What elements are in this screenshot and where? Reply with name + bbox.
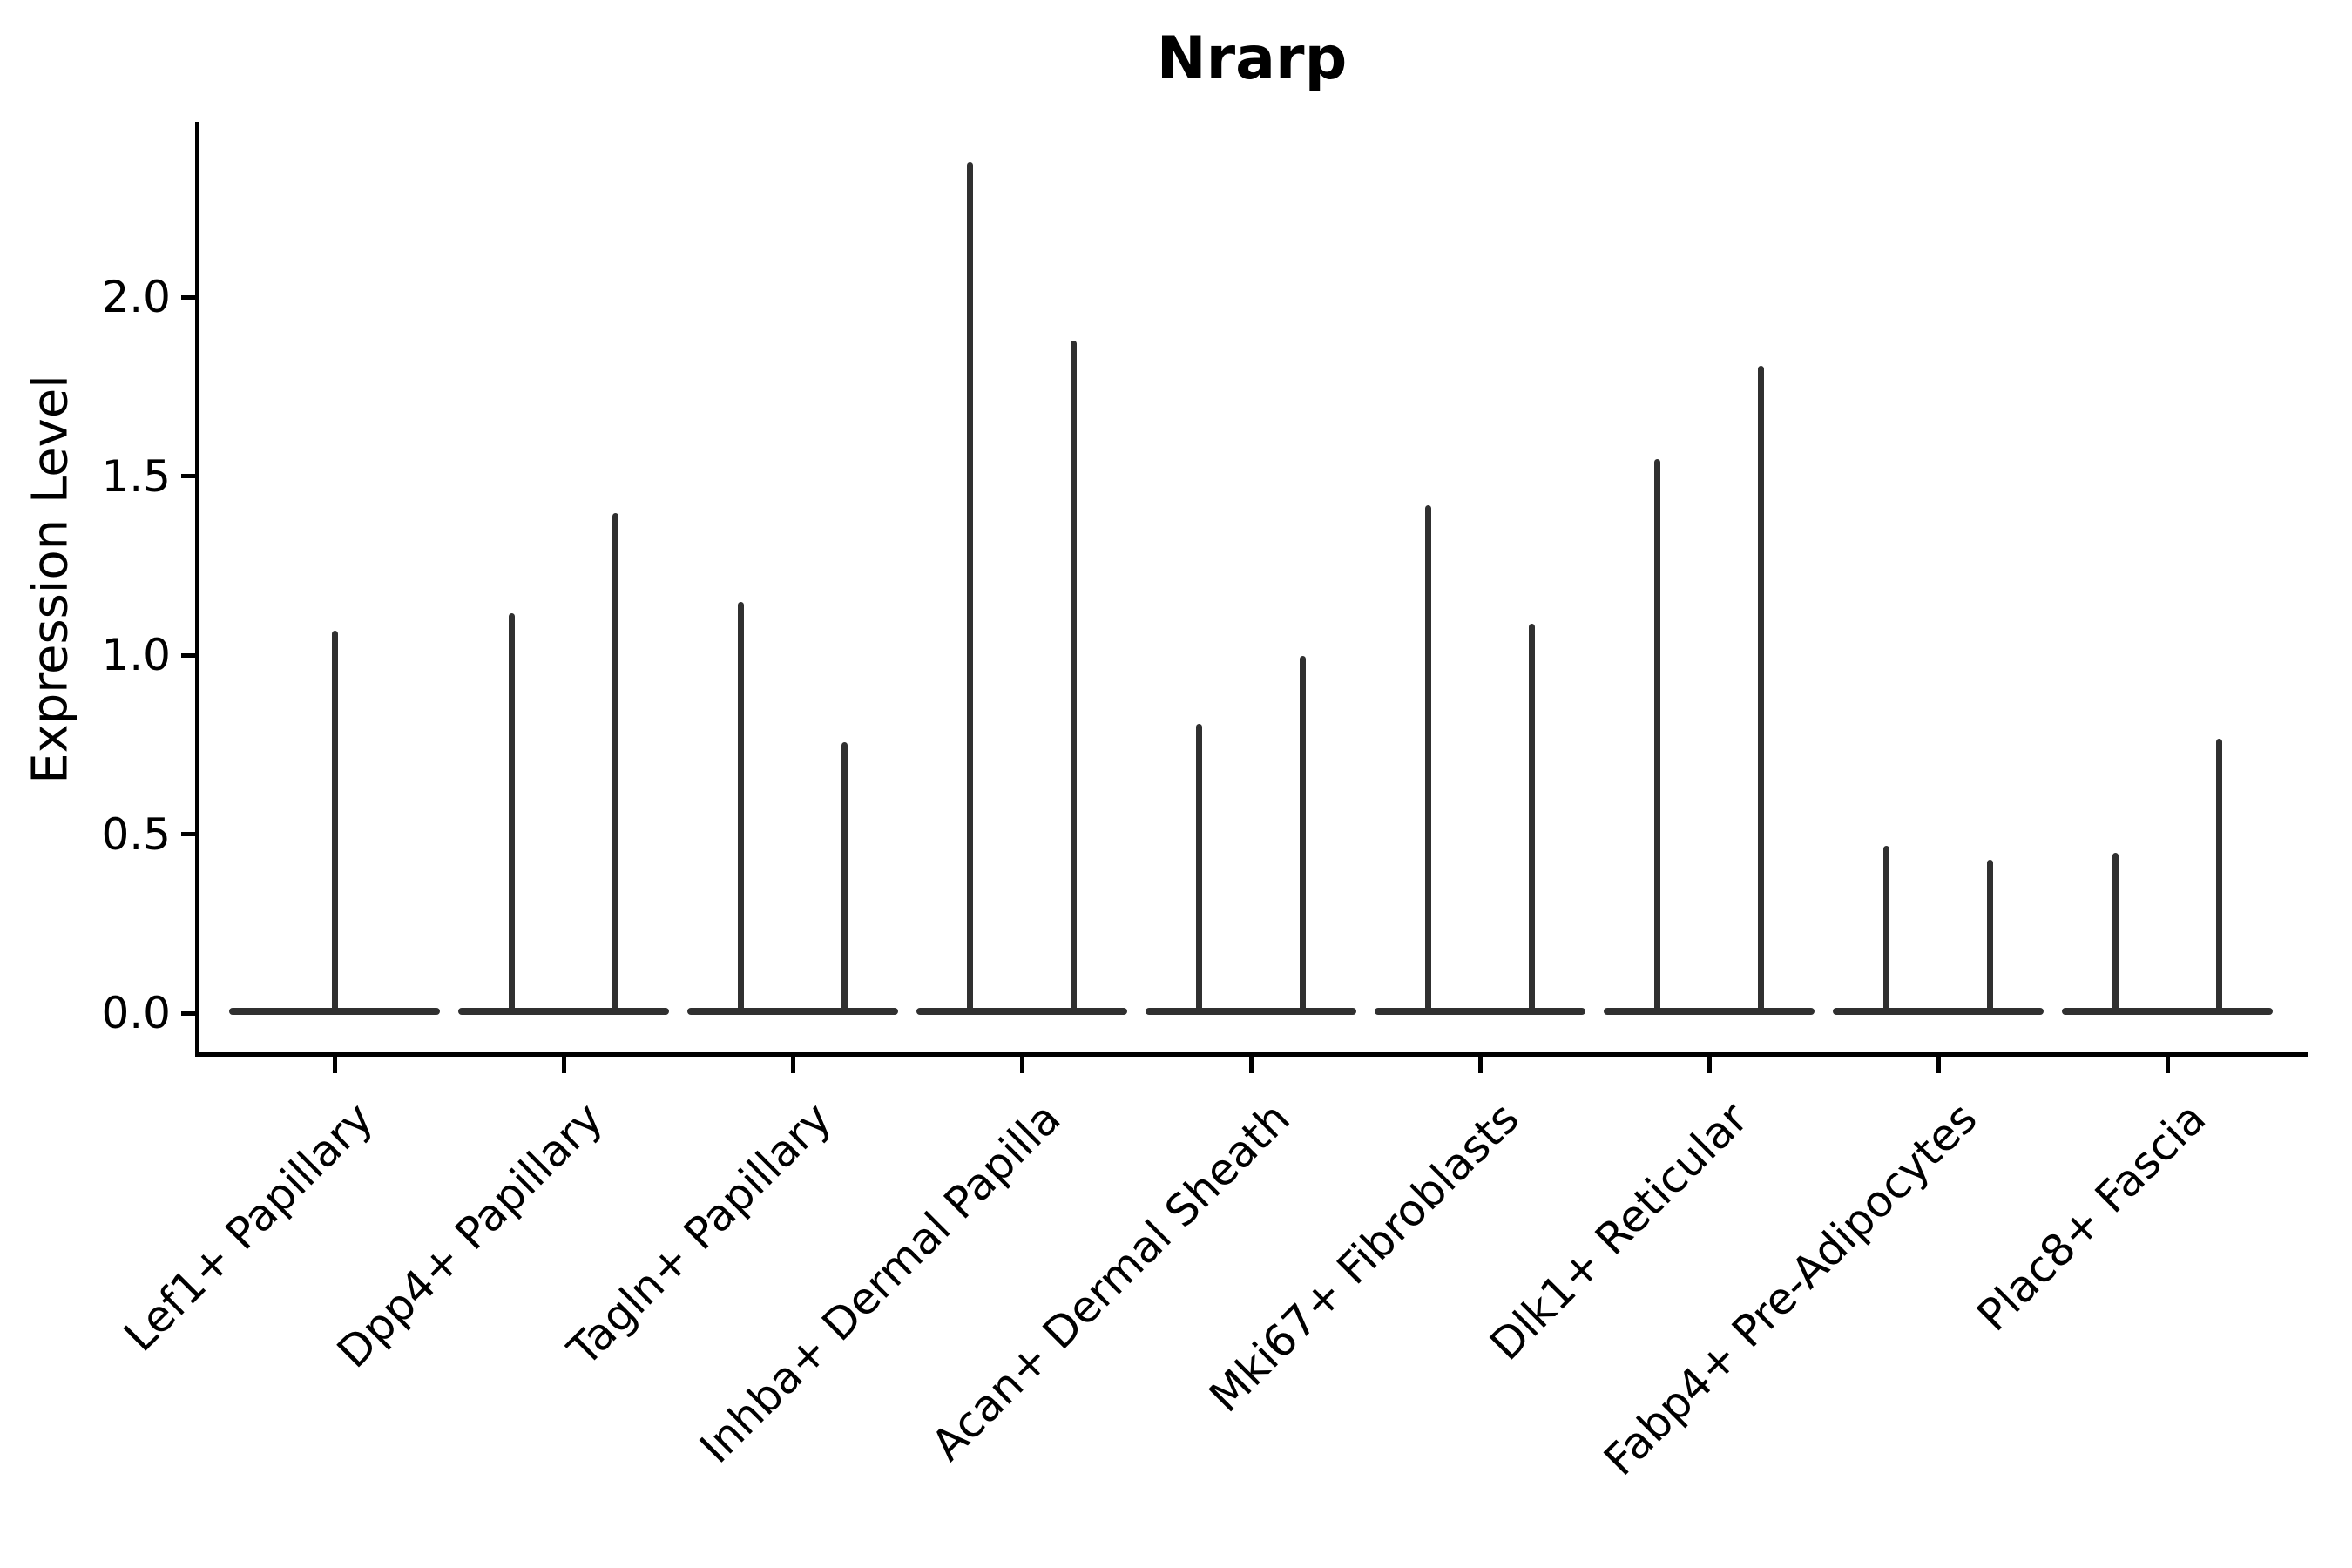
violin-spike (1987, 860, 1993, 1015)
violin-baseline (1833, 1008, 2044, 1015)
x-axis-spine (195, 1052, 2308, 1057)
violin-spike (1529, 624, 1535, 1015)
x-tick-mark (332, 1057, 337, 1073)
violin-spike (2112, 853, 2119, 1015)
x-tick-mark (1248, 1057, 1254, 1073)
y-axis-spine (195, 122, 199, 1057)
violin-baseline (1375, 1008, 1585, 1015)
violin-spike (1071, 341, 1077, 1015)
y-tick-mark-1.0 (181, 652, 195, 658)
violin-baseline (916, 1008, 1127, 1015)
y-tick-mark-1.5 (181, 474, 195, 478)
y-tick-mark-0.0 (181, 1010, 195, 1016)
x-tick-mark (1936, 1057, 1941, 1073)
violin-spike (612, 513, 618, 1015)
y-axis-label: Expression Level (22, 375, 79, 784)
y-tick-mark-0.5 (181, 832, 195, 836)
violin-spike (841, 742, 848, 1015)
x-tick-mark (1707, 1057, 1712, 1073)
violin-baseline (1604, 1008, 1815, 1015)
x-tick-label: Plac8+ Fascia (1967, 1092, 2216, 1342)
x-tick-mark (1477, 1057, 1483, 1073)
violin-baseline (687, 1008, 898, 1015)
y-tick-label-1.0: 1.0 (101, 630, 171, 680)
chart-title: Nrarp (1156, 24, 1348, 93)
violin-spike (1196, 724, 1202, 1015)
y-tick-label-0.0: 0.0 (101, 988, 171, 1038)
y-tick-mark-2.0 (181, 294, 195, 300)
violin-spike (1883, 846, 1889, 1015)
x-tick-mark (2165, 1057, 2170, 1073)
y-tick-label-0.5: 0.5 (101, 808, 171, 860)
violin-spike (1654, 459, 1660, 1015)
x-tick-mark (1019, 1057, 1024, 1073)
x-tick-label: Lef1+ Papillary (114, 1092, 383, 1362)
violin-baseline (1146, 1008, 1356, 1015)
violin-spike (2216, 739, 2222, 1015)
x-tick-mark (561, 1057, 566, 1073)
violin-spike (509, 613, 515, 1015)
violin-baseline (2062, 1008, 2273, 1015)
violin-baseline (458, 1008, 669, 1015)
violin-spike (967, 162, 973, 1015)
violin-spike (738, 602, 744, 1015)
violin-spike (331, 631, 338, 1015)
violin-spike (1425, 505, 1431, 1015)
violin-spike (1758, 366, 1764, 1015)
x-tick-label: Fabp4+ Pre-Adipocytes (1594, 1092, 1987, 1486)
y-tick-label-2.0: 2.0 (101, 272, 171, 322)
y-tick-label-1.5: 1.5 (101, 450, 171, 502)
violin-spike (1300, 656, 1306, 1015)
x-tick-mark (790, 1057, 795, 1073)
